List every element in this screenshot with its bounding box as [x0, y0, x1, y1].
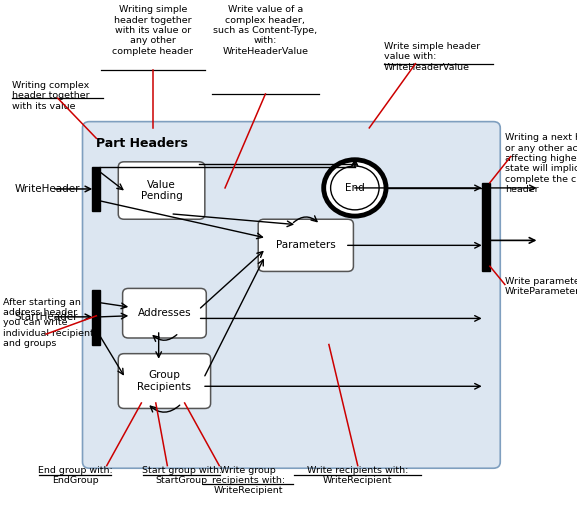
Text: End group with:
EndGroup: End group with: EndGroup: [38, 466, 113, 485]
Text: Addresses: Addresses: [138, 308, 191, 318]
Bar: [482, 183, 490, 271]
Text: Writing a next header
or any other action
affecting higher-level
state will impl: Writing a next header or any other actio…: [505, 133, 577, 194]
FancyBboxPatch shape: [118, 162, 205, 219]
Text: Group
Recipients: Group Recipients: [137, 370, 192, 392]
FancyBboxPatch shape: [118, 354, 211, 408]
FancyBboxPatch shape: [258, 219, 353, 271]
Text: End: End: [345, 183, 365, 193]
Text: WriteHeader: WriteHeader: [14, 184, 80, 194]
Text: Writing simple
header together
with its value or
any other
complete header: Writing simple header together with its …: [113, 5, 193, 56]
Text: Value
Pending: Value Pending: [141, 180, 182, 201]
Text: Write group
recipients with:
WriteRecipient: Write group recipients with: WriteRecipi…: [212, 466, 284, 495]
Text: Write simple header
value with:
WriteHeaderValue: Write simple header value with: WriteHea…: [384, 42, 480, 72]
Text: Write value of a
complex header,
such as Content-Type,
with:
WriteHeaderValue: Write value of a complex header, such as…: [213, 5, 317, 56]
Text: Parameters: Parameters: [276, 240, 336, 251]
Text: Write parameters with:
WriteParameter: Write parameters with: WriteParameter: [505, 277, 577, 296]
Bar: [92, 290, 100, 345]
Text: After starting an
address header
you can write
individual recipients
and groups: After starting an address header you can…: [3, 298, 99, 348]
FancyBboxPatch shape: [83, 122, 500, 468]
Circle shape: [324, 160, 386, 216]
Text: Writing complex
header together
with its value: Writing complex header together with its…: [12, 81, 89, 111]
Text: StartHeader: StartHeader: [14, 312, 78, 322]
Text: Start group with:
StartGroup: Start group with: StartGroup: [141, 466, 222, 485]
FancyBboxPatch shape: [122, 288, 206, 338]
Circle shape: [331, 166, 379, 210]
Text: Part Headers: Part Headers: [96, 137, 188, 150]
Text: Write recipients with:
WriteRecipient: Write recipients with: WriteRecipient: [307, 466, 409, 485]
Bar: [92, 167, 100, 211]
